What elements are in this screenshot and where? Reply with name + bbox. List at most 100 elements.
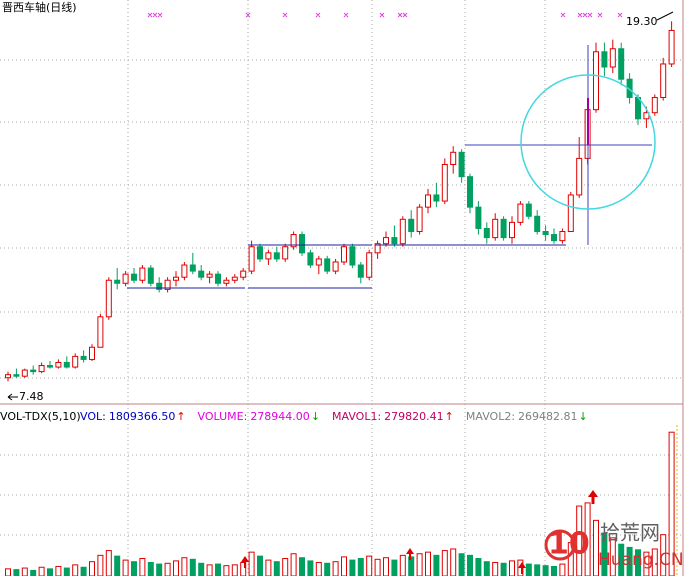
candle-body — [492, 218, 499, 239]
indicator-arrow: ↓ — [311, 410, 320, 423]
candle-body — [240, 270, 247, 278]
candle-body — [273, 252, 280, 260]
watermark: 10 拾荒网 Huang.CN — [544, 521, 684, 570]
candle-body — [89, 346, 95, 360]
volume-bar — [551, 565, 557, 577]
candle-body — [265, 252, 272, 260]
candle-body — [21, 369, 28, 377]
volume-bar — [198, 562, 205, 577]
candle-body — [366, 252, 373, 278]
candle-body — [248, 246, 255, 272]
volume-bar — [492, 561, 499, 577]
candle-body — [593, 51, 599, 111]
candle-body — [131, 273, 137, 281]
candle-body — [307, 252, 314, 266]
candle-body — [458, 151, 465, 178]
volume-bar — [114, 555, 121, 577]
candle-body — [173, 276, 179, 281]
candle-body — [483, 227, 490, 239]
volume-bar — [525, 563, 532, 577]
volume-bar — [147, 561, 154, 577]
volume-bar — [458, 553, 465, 577]
candle-body — [38, 365, 45, 373]
volume-bar — [273, 561, 280, 577]
indicator-value: 1809366.50 — [109, 410, 175, 423]
indicator-arrow: ↑ — [445, 410, 454, 423]
volume-bar — [265, 559, 272, 577]
candle-body — [467, 176, 473, 208]
volume-bar — [80, 566, 87, 577]
volume-bar — [30, 569, 37, 577]
candle-body — [30, 369, 37, 373]
candle-body — [349, 246, 356, 266]
volume-bar — [374, 558, 381, 577]
candle-body — [425, 194, 431, 208]
volume-bar — [542, 565, 549, 577]
volume-bar — [97, 554, 104, 577]
candle-body — [223, 279, 230, 284]
candle-body — [651, 96, 658, 114]
candle-body — [391, 237, 398, 245]
volume-bar — [349, 559, 356, 577]
volume-bar — [416, 553, 423, 577]
candle-body — [206, 273, 213, 278]
candle-body — [601, 51, 608, 68]
candle-body — [122, 273, 129, 284]
candle-body — [290, 234, 297, 248]
volume-bar — [55, 565, 62, 577]
candle-body — [357, 264, 364, 278]
candle-body — [147, 267, 154, 284]
volume-bar — [5, 568, 11, 577]
event-markers — [147, 12, 623, 18]
candle-body — [198, 270, 205, 278]
volume-bar — [307, 560, 314, 577]
indicator-value: 269482.81 — [518, 410, 578, 423]
watermark-site: Huang.CN — [598, 550, 684, 570]
candle-body — [282, 246, 289, 260]
candle-body — [559, 231, 566, 242]
volume-bar — [156, 563, 163, 577]
chart-title: 晋西车轴(日线) — [2, 0, 77, 14]
indicator-label: MAVOL2: — [466, 410, 515, 423]
volume-bar — [72, 564, 79, 577]
volume-bar — [425, 551, 431, 577]
volume-bar — [139, 558, 146, 577]
volume-bar — [483, 561, 490, 577]
candle-body — [215, 273, 221, 284]
volume-bar — [189, 558, 196, 577]
candle-body — [609, 48, 616, 68]
indicator-label: MAVOL1: — [332, 410, 381, 423]
volume-bar — [105, 550, 112, 577]
volume-bar — [433, 554, 440, 577]
candle-body — [299, 234, 305, 254]
candle-body — [47, 365, 53, 368]
candle-body — [383, 237, 389, 245]
candle-body — [114, 279, 121, 284]
candle-body — [5, 374, 11, 379]
volume-bar — [206, 564, 213, 577]
volume-bar — [332, 561, 339, 577]
candle-body — [433, 194, 440, 202]
volume-bar — [341, 556, 347, 577]
volume-bar — [231, 564, 238, 577]
volume-bar — [399, 554, 406, 577]
watermark-logo: 10 — [548, 527, 590, 562]
candle-body — [643, 112, 650, 120]
candle-body — [441, 163, 448, 202]
volume-bar — [357, 558, 364, 577]
volume-bar — [47, 568, 53, 577]
candle-body — [509, 221, 515, 239]
volume-bar — [282, 558, 289, 577]
volume-bar — [290, 553, 297, 577]
watermark-name: 拾荒网 — [600, 521, 660, 545]
candle-body — [517, 203, 524, 223]
candle-body — [416, 206, 423, 233]
volume-bar — [131, 561, 137, 577]
volume-bar — [248, 551, 255, 577]
volume-bar — [164, 562, 171, 577]
candle-body — [668, 29, 675, 65]
indicator-arrow: ↓ — [579, 410, 588, 423]
volume-bar — [366, 555, 373, 577]
volume-bar — [559, 563, 566, 577]
